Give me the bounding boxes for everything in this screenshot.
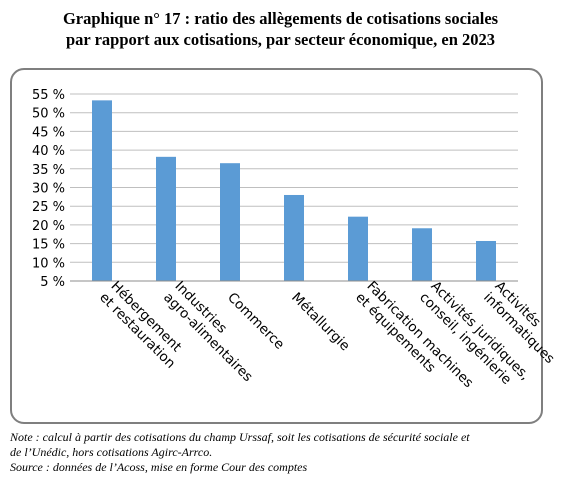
x-tick-label: Commerce xyxy=(224,290,287,353)
y-tick-label: 45 % xyxy=(32,125,65,140)
y-tick-label: 30 % xyxy=(32,182,65,197)
x-tick-label: Industriesagro-alimentaires xyxy=(160,278,267,385)
x-tick-label-line: Commerce xyxy=(224,290,287,353)
title-line-2: par rapport aux cotisations, par secteur… xyxy=(66,30,495,49)
y-tick-label: 55 % xyxy=(32,88,65,103)
bar xyxy=(284,194,304,281)
bar xyxy=(92,100,112,281)
y-tick-label: 35 % xyxy=(32,163,65,178)
x-tick-label-line: Métallurgie xyxy=(288,290,353,355)
notes: Note : calcul à partir des cotisations d… xyxy=(10,430,555,475)
chart-title: Graphique n° 17 : ratio des allègements … xyxy=(0,8,561,50)
bar xyxy=(412,228,432,281)
title-line-1: Graphique n° 17 : ratio des allègements … xyxy=(62,9,499,28)
bar xyxy=(348,216,368,281)
note-line-2: de l’Unédic, hors cotisations Agirc-Arrc… xyxy=(10,445,213,459)
y-tick-label: 15 % xyxy=(32,238,65,253)
bar xyxy=(220,163,240,281)
bar xyxy=(156,156,176,281)
y-tick-label: 40 % xyxy=(32,144,65,159)
note-line-1: Note : calcul à partir des cotisations d… xyxy=(10,430,470,444)
y-tick-label: 10 % xyxy=(32,256,65,271)
source-line: Source : données de l’Acoss, mise en for… xyxy=(10,460,308,474)
y-tick-label: 50 % xyxy=(32,107,65,122)
y-tick-label: 5 % xyxy=(40,275,65,290)
y-tick-label: 20 % xyxy=(32,219,65,234)
y-tick-label: 25 % xyxy=(32,200,65,215)
bar xyxy=(476,240,496,281)
x-tick-label: Métallurgie xyxy=(288,290,353,355)
